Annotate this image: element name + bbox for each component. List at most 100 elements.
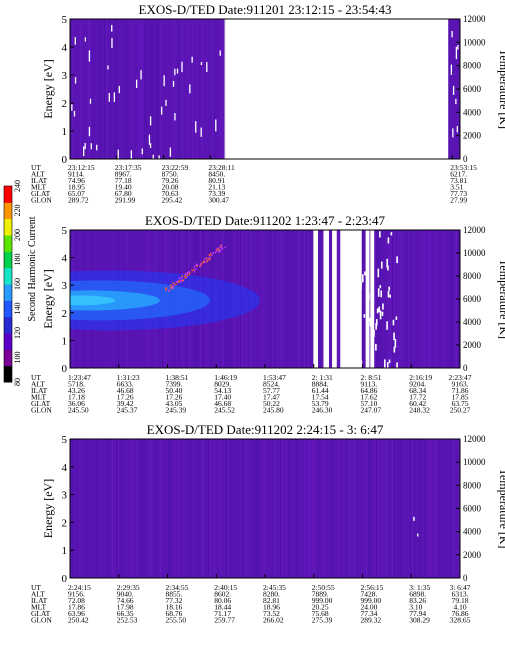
texture-stripe: [312, 439, 314, 578]
orbit-value: 8967.: [115, 170, 132, 179]
y2-tick-label: 4000: [463, 527, 482, 537]
y2-tick-label: 6000: [463, 294, 482, 304]
y2-tick-label: 12000: [463, 14, 486, 24]
texture-stripe: [434, 439, 436, 578]
panel-2: EXOS-D/TED Date:911202 1:23:47 - 2:23:47…: [31, 213, 505, 415]
texture-stripe: [170, 439, 172, 578]
texture-stripe: [110, 19, 112, 159]
texture-stripe: [90, 19, 92, 159]
orbit-value: 60.42: [409, 399, 426, 408]
row-label: UT: [31, 373, 41, 382]
texture-stripe: [386, 439, 388, 578]
row-label: ILAT: [31, 596, 48, 605]
panel-title: EXOS-D/TED Date:911202 1:23:47 - 2:23:47: [145, 213, 385, 228]
orbit-value: 17.47: [263, 393, 280, 402]
orbit-value: 4.10: [453, 603, 466, 612]
orbit-value: 2:50:55: [312, 583, 335, 592]
texture-stripe: [388, 439, 390, 578]
row-label: UT: [31, 163, 41, 172]
texture-stripe: [114, 19, 116, 159]
y-tick-label: 5: [62, 434, 68, 446]
y2-tick-label: 4000: [463, 107, 482, 117]
orbit-value: 3: 1:35: [409, 583, 430, 592]
orbit-value: 66.35: [117, 609, 134, 618]
data-gap: [313, 230, 398, 368]
orbit-value: 18.44: [214, 603, 231, 612]
orbit-value: 73.52: [263, 609, 280, 618]
orbit-value: 17.40: [214, 393, 231, 402]
orbit-value: 17.72: [409, 393, 426, 402]
row-label: GLON: [31, 406, 52, 415]
colorbar-swatch: [4, 251, 12, 269]
row-label: ILAT: [31, 386, 48, 395]
orbit-value: 54.13: [214, 386, 231, 395]
orbit-value: 77.73: [450, 189, 467, 198]
ion-band: [70, 244, 260, 331]
orbit-value: 9204.: [409, 380, 426, 389]
texture-stripe: [280, 439, 282, 578]
orbit-value: 23:28:11: [208, 163, 235, 172]
texture-stripe: [348, 439, 350, 578]
orbit-value: 259.77: [214, 616, 235, 625]
texture-stripe: [410, 230, 412, 368]
colorbar-tick-label: 180: [13, 254, 22, 266]
row-label: ALT: [31, 590, 45, 599]
texture-stripe: [192, 19, 194, 159]
orbit-value: 17.26: [166, 393, 183, 402]
texture-stripe: [132, 19, 134, 159]
orbit-value: 9156.: [68, 590, 85, 599]
texture-stripe: [444, 230, 446, 368]
orbit-value: 18.16: [166, 603, 183, 612]
orbit-value: 255.50: [166, 616, 187, 625]
texture-stripe: [202, 439, 204, 578]
texture-stripe: [430, 439, 432, 578]
texture-stripe: [144, 19, 146, 159]
panel-title: EXOS-D/TED Date:911202 2:24:15 - 3: 6:47: [147, 422, 384, 437]
orbit-value: 6313.: [452, 590, 469, 599]
orbit-value: 9114.: [68, 170, 85, 179]
orbit-value: 999.00: [361, 596, 382, 605]
orbit-value: 83.26: [409, 596, 426, 605]
orbit-value: 23:22:59: [162, 163, 189, 172]
colorbar-tick-label: 140: [13, 303, 22, 315]
spectrogram-area: [70, 19, 460, 159]
orbit-value: 289.32: [361, 616, 382, 625]
texture-stripe: [452, 230, 454, 368]
texture-stripe: [106, 19, 108, 159]
orbit-value: 2: 8:51: [361, 373, 382, 382]
texture-stripe: [272, 439, 274, 578]
texture-stripe: [272, 230, 274, 368]
texture-stripe: [202, 19, 204, 159]
orbit-value: 328.65: [450, 616, 471, 625]
orbit-value: 2:16:19: [409, 373, 432, 382]
texture-stripe: [122, 439, 124, 578]
texture-stripe: [262, 439, 264, 578]
texture-stripe: [306, 230, 308, 368]
orbit-value: 70.63: [162, 189, 179, 198]
row-label: GLAT: [31, 609, 51, 618]
orbit-value: 77.18: [115, 176, 132, 185]
texture-stripe: [368, 439, 370, 578]
colorbar-swatch: [4, 316, 12, 334]
texture-stripe: [378, 439, 380, 578]
orbit-value: 2: 1:31: [312, 373, 333, 382]
white-speckles: [413, 516, 419, 537]
orbit-value: 20.25: [312, 603, 329, 612]
orbit-value: 8750.: [162, 170, 179, 179]
texture-stripe: [388, 230, 390, 368]
orbit-value: 8524.: [263, 380, 280, 389]
texture-stripe: [418, 439, 420, 578]
texture-stripe: [270, 230, 272, 368]
y2-tick-label: 2000: [463, 340, 482, 350]
orbit-value: 999.00: [312, 596, 333, 605]
orbit-value: 2:24:15: [68, 583, 91, 592]
texture-stripe: [376, 230, 378, 368]
orbit-value: 300.47: [208, 196, 229, 205]
texture-stripe: [258, 439, 260, 578]
texture-stripe: [390, 230, 392, 368]
colorbar-swatch: [4, 267, 12, 285]
texture-stripe: [188, 439, 190, 578]
texture-stripe: [156, 19, 158, 159]
orbit-value: 79.18: [452, 596, 469, 605]
